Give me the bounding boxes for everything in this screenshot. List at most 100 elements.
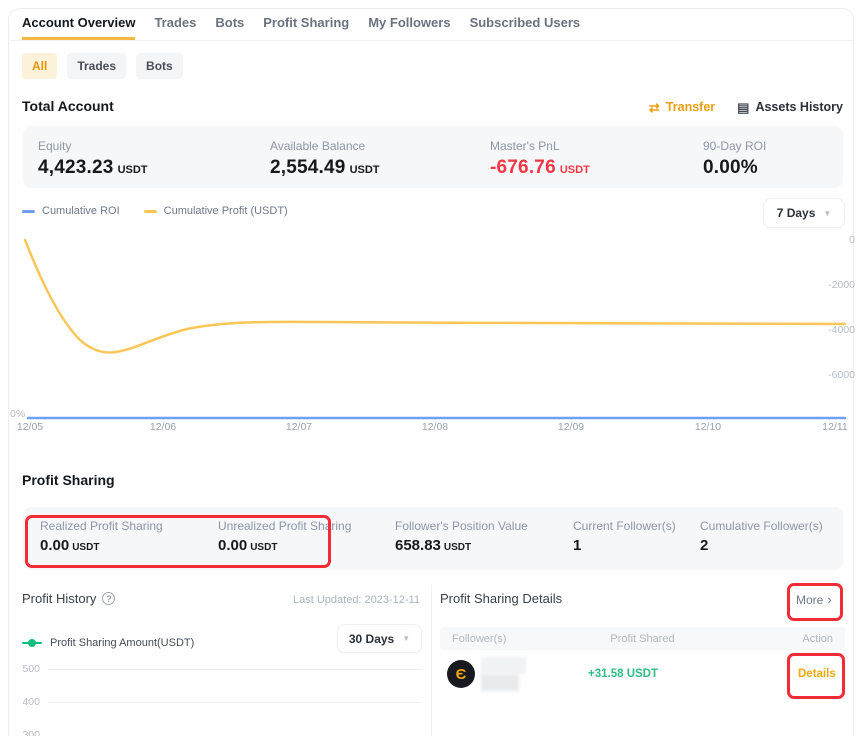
stat-label: Master's PnL (490, 139, 590, 153)
stat-unit: USDT (72, 542, 99, 553)
range-selector-30days[interactable]: 30 Days ▼ (337, 624, 422, 653)
x-axis-tick: 12/06 (146, 421, 180, 433)
transfer-label: Transfer (666, 100, 715, 114)
stat-label: Cumulative Follower(s) (700, 519, 823, 533)
transfer-icon: ⇄ (649, 101, 660, 114)
more-button[interactable]: More › (796, 592, 832, 607)
profit-sharing-title: Profit Sharing (22, 472, 115, 488)
stat-label: Realized Profit Sharing (40, 519, 163, 533)
stat-label: Available Balance (270, 139, 380, 153)
help-icon[interactable]: ? (102, 592, 115, 605)
stat-value: 0.00% (703, 157, 758, 178)
green-line-legend-icon (22, 642, 42, 644)
legend-label: Profit Sharing Amount(USDT) (50, 637, 194, 649)
stat-label: Current Follower(s) (573, 519, 676, 533)
filter-all[interactable]: All (22, 53, 57, 79)
stat-unrealized-profit-sharing: Unrealized Profit Sharing 0.00USDT (218, 519, 351, 555)
stat-90day-roi: 90-Day ROI 0.00% (703, 139, 766, 179)
top-tabbar: Account Overview Trades Bots Profit Shar… (9, 9, 853, 41)
y-axis-tick: 300 (16, 729, 40, 736)
legend-cumulative-roi[interactable]: Cumulative ROI (22, 205, 120, 217)
stat-value: 2,554.49 (270, 157, 346, 178)
stat-label: Equity (38, 139, 148, 153)
column-action: Action (706, 633, 833, 645)
tab-account-overview[interactable]: Account Overview (22, 15, 135, 40)
tab-subscribed-users[interactable]: Subscribed Users (470, 15, 581, 40)
profit-sharing-details-label: Profit Sharing Details (440, 591, 562, 606)
stat-follower-position-value: Follower's Position Value 658.83USDT (395, 519, 528, 555)
tab-trades[interactable]: Trades (154, 15, 196, 40)
stat-masters-pnl: Master's PnL -676.76 USDT (490, 139, 590, 179)
chevron-down-icon: ▼ (402, 634, 410, 643)
total-account-title: Total Account (22, 98, 114, 114)
profit-history-label: Profit History (22, 591, 96, 606)
tab-bots[interactable]: Bots (215, 15, 244, 40)
y-axis-roi-tick: 0% (10, 408, 25, 420)
filter-trades[interactable]: Trades (67, 53, 126, 79)
assets-history-button[interactable]: ▤ Assets History (737, 100, 843, 114)
stat-unit: USDT (250, 542, 277, 553)
assets-history-label: Assets History (755, 100, 843, 114)
profit-shared-value: +31.58 USDT (560, 668, 686, 680)
more-label: More (796, 593, 823, 607)
stat-value: 658.83 (395, 537, 441, 554)
x-axis-tick: 12/05 (13, 421, 47, 433)
y-axis-tick: 0 (805, 234, 855, 246)
stat-unit: USDT (560, 164, 590, 176)
column-followers: Follower(s) (452, 633, 579, 645)
y-axis-tick: 400 (16, 696, 40, 708)
profit-history-legend[interactable]: Profit Sharing Amount(USDT) (22, 637, 194, 649)
legend-label: Cumulative ROI (42, 205, 120, 217)
stat-unit: USDT (444, 542, 471, 553)
tab-profit-sharing[interactable]: Profit Sharing (263, 15, 349, 40)
profit-history-title: Profit History ? (22, 591, 115, 606)
x-axis-tick: 12/07 (282, 421, 316, 433)
stat-label: 90-Day ROI (703, 139, 766, 153)
legend-label: Cumulative Profit (USDT) (164, 205, 288, 217)
stat-value: 2 (700, 537, 708, 554)
y-axis-tick: -6000 (805, 369, 855, 381)
chevron-down-icon: ▼ (823, 209, 831, 218)
column-profit-shared: Profit Shared (579, 633, 706, 645)
x-axis-tick: 12/10 (691, 421, 725, 433)
cumulative-profit-line (25, 240, 845, 353)
y-axis-tick: -2000 (805, 279, 855, 291)
follower-avatar: Є (447, 660, 475, 688)
legend-cumulative-profit[interactable]: Cumulative Profit (USDT) (144, 205, 288, 217)
column-divider (431, 585, 432, 736)
account-overview-page: Account Overview Trades Bots Profit Shar… (0, 0, 862, 736)
transfer-button[interactable]: ⇄ Transfer (649, 100, 715, 114)
profit-sharing-details-title: Profit Sharing Details (440, 591, 562, 606)
stat-value: -676.76 (490, 157, 556, 178)
follower-name-blurred (481, 657, 526, 674)
stat-value: 4,423.23 (38, 157, 114, 178)
stat-cumulative-followers: Cumulative Follower(s) 2 (700, 519, 823, 555)
stat-available-balance: Available Balance 2,554.49USDT (270, 139, 380, 179)
stat-value: 1 (573, 537, 581, 554)
x-axis-tick: 12/09 (554, 421, 588, 433)
stat-label: Unrealized Profit Sharing (218, 519, 351, 533)
tab-my-followers[interactable]: My Followers (368, 15, 450, 40)
details-button[interactable]: Details (798, 668, 836, 680)
stat-value: 0.00 (218, 537, 247, 554)
range-selector-value: 7 Days (777, 206, 816, 220)
total-account-actions: ⇄ Transfer ▤ Assets History (649, 100, 843, 114)
stat-realized-profit-sharing: Realized Profit Sharing 0.00USDT (40, 519, 163, 555)
stat-label: Follower's Position Value (395, 519, 528, 533)
x-axis-tick: 12/08 (418, 421, 452, 433)
range-selector-7days[interactable]: 7 Days ▼ (763, 198, 845, 228)
filter-bots[interactable]: Bots (136, 53, 183, 79)
follower-subname-blurred (481, 674, 519, 691)
total-account-stats-panel: Equity 4,423.23 USDT Available Balance 2,… (23, 126, 843, 188)
stat-current-followers: Current Follower(s) 1 (573, 519, 676, 555)
gridline-400 (48, 702, 422, 703)
y-axis-tick: -4000 (805, 324, 855, 336)
main-performance-chart[interactable] (0, 230, 862, 435)
chevron-right-icon: › (827, 592, 831, 607)
y-axis-tick: 500 (16, 663, 40, 675)
stat-value: 0.00 (40, 537, 69, 554)
stat-unit: USDT (118, 164, 148, 176)
roi-legend-dash-icon (22, 210, 35, 213)
last-updated-text: Last Updated: 2023-12-11 (240, 594, 420, 606)
profit-legend-dash-icon (144, 210, 157, 213)
